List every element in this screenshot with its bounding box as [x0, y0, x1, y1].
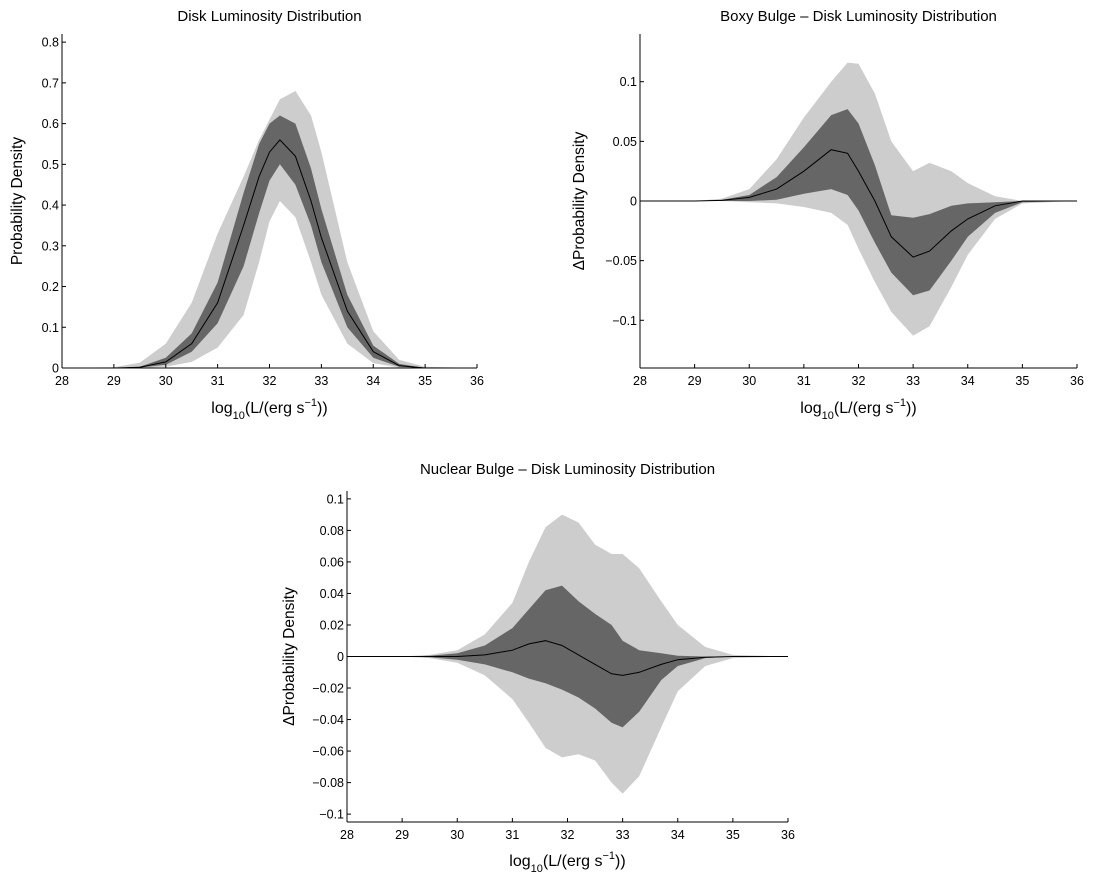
nuclear-y-tick-label: −0.08: [312, 776, 344, 790]
disk-y-tick-label: 0: [52, 362, 59, 376]
boxy-x-label-end: )): [906, 400, 917, 417]
disk-x-label-sup: −1: [304, 397, 317, 409]
disk-y-tick-label: 0.6: [42, 117, 59, 131]
disk-x-tick-label: 35: [418, 374, 432, 388]
boxy-x-label-main: log: [800, 400, 821, 417]
disk-chart-title: Disk Luminosity Distribution: [177, 8, 361, 25]
boxy-y-tick-label: −0.05: [605, 254, 637, 268]
disk-x-tick-label: 34: [366, 374, 380, 388]
disk-x-label-mid: (L/(erg s: [245, 400, 305, 417]
boxy-median-line: [640, 149, 1077, 258]
disk-x-tick-label: 30: [159, 374, 173, 388]
nuclear-y-tick-label: −0.1: [319, 808, 344, 822]
disk-x-label-end: )): [317, 400, 328, 417]
boxy-y-tick-label: 0: [630, 195, 637, 209]
boxy-chart-title: Boxy Bulge – Disk Luminosity Distributio…: [720, 8, 997, 25]
boxy-y-tick-label: 0.1: [620, 75, 637, 89]
boxy-x-label-sup: −1: [893, 397, 906, 409]
nuclear-x-tick-label: 36: [781, 828, 795, 842]
disk-x-axis-label: log10(L/(erg s−1)): [211, 397, 327, 422]
disk-panel: 28 29 30 31 32 33 34 35 36 0 0.1 0.2 0.3 0.4 0.5 0.6 0.7…: [9, 8, 484, 422]
boxy-x-tick-label: 33: [906, 374, 920, 388]
nuclear-x-axis-label: log10(L/(erg s−1)): [509, 850, 625, 875]
nuclear-x-tick-label: 35: [726, 828, 740, 842]
disk-x-tick-label: 33: [314, 374, 328, 388]
disk-y-tick-label: 0.3: [42, 239, 59, 253]
disk-x-tick-label: 32: [263, 374, 277, 388]
disk-y-tick-label: 0.2: [42, 280, 59, 294]
nuclear-y-axis-label: ΔProbability Density: [281, 587, 298, 726]
boxy-inner-band: [640, 109, 1077, 296]
disk-inner-band: [62, 115, 477, 368]
boxy-y-axis-label: ΔProbability Density: [571, 131, 588, 270]
nuclear-chart-title: Nuclear Bulge – Disk Luminosity Distribu…: [420, 461, 715, 478]
disk-y-tick-label: 0.4: [42, 199, 59, 213]
nuclear-x-tick-label: 32: [561, 828, 575, 842]
boxy-x-tick-label: 35: [1015, 374, 1029, 388]
boxy-x-tick-label: 28: [633, 374, 647, 388]
nuclear-x-tick-label: 29: [395, 828, 409, 842]
nuclear-y-tick-label: 0.08: [320, 524, 344, 538]
disk-y-tick-label: 0.5: [42, 158, 59, 172]
nuclear-x-label-mid: (L/(erg s: [543, 853, 603, 870]
nuclear-x-tick-label: 34: [671, 828, 685, 842]
nuclear-panel: 28 29 30 31 32 33 34 35 36 −0.1 −0.08 −0.06 −0.04 −0.…: [281, 461, 795, 875]
boxy-x-tick-label: 36: [1070, 374, 1084, 388]
nuclear-y-tick-label: 0.06: [320, 555, 344, 569]
nuclear-y-tick-label: −0.06: [312, 745, 344, 759]
nuclear-y-tick-label: −0.02: [312, 682, 344, 696]
nuclear-x-label-sup: −1: [602, 850, 615, 862]
nuclear-x-tick-label: 28: [340, 828, 354, 842]
disk-x-tick-label: 31: [211, 374, 225, 388]
disk-x-tick-label: 28: [55, 374, 69, 388]
disk-median-line: [62, 139, 477, 369]
nuclear-y-tick-label: 0: [337, 650, 344, 664]
nuclear-x-tick-label: 31: [505, 828, 519, 842]
nuclear-y-tick-label: 0.04: [320, 587, 344, 601]
boxy-y-tick-label: 0.05: [613, 135, 637, 149]
nuclear-y-tick-label: −0.04: [312, 713, 344, 727]
disk-x-tick-label: 29: [107, 374, 121, 388]
nuclear-x-label-sub: 10: [531, 863, 543, 875]
boxy-x-label-mid: (L/(erg s: [834, 400, 894, 417]
nuclear-y-tick-label: 0.02: [320, 618, 344, 632]
boxy-panel: 28 29 30 31 32 33 34 35 36 −0.1 −0.05 0 0.05 0.1 Boxy …: [571, 8, 1084, 422]
boxy-x-tick-label: 30: [742, 374, 756, 388]
disk-y-tick-label: 0.8: [42, 36, 59, 50]
disk-x-label-sub: 10: [233, 410, 245, 422]
nuclear-x-tick-label: 30: [450, 828, 464, 842]
nuclear-x-tick-label: 33: [616, 828, 630, 842]
disk-y-tick-label: 0.1: [42, 321, 59, 335]
nuclear-x-label-end: )): [615, 853, 626, 870]
boxy-x-tick-label: 32: [852, 374, 866, 388]
nuclear-inner-band: [347, 585, 788, 728]
nuclear-median-line: [347, 640, 788, 676]
nuclear-x-label-main: log: [509, 853, 530, 870]
boxy-x-tick-label: 29: [688, 374, 702, 388]
boxy-x-tick-label: 34: [961, 374, 975, 388]
boxy-x-axis-label: log10(L/(erg s−1)): [800, 397, 916, 422]
disk-x-label-main: log: [211, 400, 232, 417]
boxy-x-tick-label: 31: [797, 374, 811, 388]
boxy-x-label-sub: 10: [822, 410, 834, 422]
nuclear-y-tick-label: 0.1: [327, 492, 344, 506]
disk-y-tick-label: 0.7: [42, 76, 59, 90]
disk-y-axis-label: Probability Density: [9, 137, 26, 266]
boxy-y-tick-label: −0.1: [612, 314, 637, 328]
disk-x-tick-label: 36: [470, 374, 484, 388]
